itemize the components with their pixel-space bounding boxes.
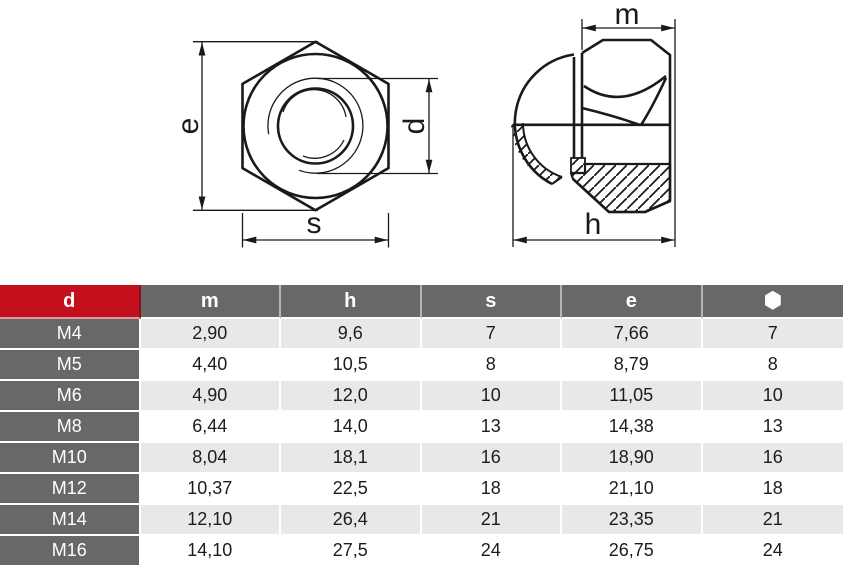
- cell-wrench: 18: [702, 474, 843, 505]
- cell-wrench: 10: [702, 381, 843, 412]
- dim-label-e: e: [172, 118, 205, 135]
- table-row: M6 4,90 12,0 10 11,05 10: [0, 381, 843, 412]
- dome-wall-end: [551, 176, 563, 185]
- cell-wrench: 7: [702, 319, 843, 350]
- facet-curve-right: [639, 77, 668, 126]
- countersink-arc-top: [282, 88, 347, 118]
- cell-thread-size: M10: [0, 443, 141, 474]
- hexagon-outline: [241, 40, 390, 212]
- countersink-arc-bottom: [302, 139, 345, 159]
- technical-drawing: e d s: [172, 0, 676, 248]
- dome-outer-arc: [513, 53, 575, 186]
- table-row: M10 8,04 18,1 16 18,90 16: [0, 443, 843, 474]
- dim-label-h: h: [585, 208, 602, 241]
- cell-wrench: 16: [702, 443, 843, 474]
- cell-e: 7,66: [562, 319, 703, 350]
- dim-e-lines: [193, 41, 318, 211]
- table-body: M4 2,90 9,6 7 7,66 7 M5 4,40 10,5 8 8,79…: [0, 319, 843, 565]
- cell-e: 11,05: [562, 381, 703, 412]
- cell-thread-size: M12: [0, 474, 141, 505]
- cell-m: 6,44: [140, 412, 281, 443]
- cell-wrench: 8: [702, 350, 843, 381]
- header-cell-d: d: [0, 285, 141, 319]
- dim-h-lines: [512, 126, 675, 247]
- header-cell-s: s: [421, 285, 562, 319]
- cell-h: 18,1: [281, 443, 422, 474]
- cell-e: 21,10: [562, 474, 703, 505]
- cell-thread-size: M14: [0, 505, 141, 536]
- cell-e: 8,79: [562, 350, 703, 381]
- table-row: M16 14,10 27,5 24 26,75 24: [0, 536, 843, 565]
- cell-m: 4,90: [140, 381, 281, 412]
- cell-h: 12,0: [281, 381, 422, 412]
- facet-curve-top: [583, 74, 667, 99]
- dim-d-lines: [317, 77, 438, 175]
- bore-circle: [276, 87, 355, 165]
- table-row: M12 10,37 22,5 18 21,10 18: [0, 474, 843, 505]
- cell-e: 26,75: [562, 536, 703, 565]
- cell-s: 10: [421, 381, 562, 412]
- dim-label-s: s: [307, 207, 322, 240]
- cell-s: 21: [421, 505, 562, 536]
- cell-h: 27,5: [281, 536, 422, 565]
- cell-s: 24: [421, 536, 562, 565]
- cell-h: 22,5: [281, 474, 422, 505]
- table-header-row: d m h s e: [0, 285, 843, 319]
- side-view: m h: [511, 0, 676, 247]
- cell-e: 23,35: [562, 505, 703, 536]
- header-cell-m: m: [140, 285, 281, 319]
- cell-e: 18,90: [562, 443, 703, 474]
- dim-s-lines: [241, 213, 390, 248]
- front-view: e d s: [172, 40, 438, 248]
- cell-s: 13: [421, 412, 562, 443]
- cell-e: 14,38: [562, 412, 703, 443]
- cell-m: 8,04: [140, 443, 281, 474]
- cell-s: 18: [421, 474, 562, 505]
- sleeve-lip-section: [570, 157, 586, 174]
- nut-body-section: [569, 162, 672, 214]
- thread-arc: [267, 77, 364, 174]
- sleeve-edges: [572, 53, 584, 158]
- table-row: M14 12,10 26,4 21 23,35 21: [0, 505, 843, 536]
- cell-thread-size: M6: [0, 381, 141, 412]
- cell-m: 10,37: [140, 474, 281, 505]
- cell-s: 8: [421, 350, 562, 381]
- cell-h: 10,5: [281, 350, 422, 381]
- dim-label-m: m: [615, 0, 640, 31]
- facet-curve-left: [581, 106, 641, 127]
- cell-wrench: 24: [702, 536, 843, 565]
- dome-inner-arc: [522, 122, 563, 178]
- header-cell-wrench: [702, 285, 843, 319]
- table-row: M5 4,40 10,5 8 8,79 8: [0, 350, 843, 381]
- table-row: M4 2,90 9,6 7 7,66 7: [0, 319, 843, 350]
- cell-wrench: 21: [702, 505, 843, 536]
- cell-thread-size: M4: [0, 319, 141, 350]
- dim-label-d: d: [398, 118, 431, 135]
- cell-m: 2,90: [140, 319, 281, 350]
- header-cell-h: h: [281, 285, 422, 319]
- header-cell-e: e: [562, 285, 703, 319]
- table-row: M8 6,44 14,0 13 14,38 13: [0, 412, 843, 443]
- dim-m-lines: [581, 19, 676, 247]
- dome-wall-hatch: [511, 123, 562, 184]
- cell-s: 7: [421, 319, 562, 350]
- cell-thread-size: M16: [0, 536, 141, 565]
- cell-m: 14,10: [140, 536, 281, 565]
- spec-table: d m h s e M4 2,90 9,6 7 7,66 7 M5 4,40 1…: [0, 285, 843, 565]
- cell-s: 16: [421, 443, 562, 474]
- cell-m: 12,10: [140, 505, 281, 536]
- cell-h: 26,4: [281, 505, 422, 536]
- cell-thread-size: M8: [0, 412, 141, 443]
- cell-thread-size: M5: [0, 350, 141, 381]
- cell-m: 4,40: [140, 350, 281, 381]
- hexagon-icon: [764, 290, 781, 310]
- chamfer-circle: [242, 52, 389, 200]
- cell-wrench: 13: [702, 412, 843, 443]
- cell-h: 9,6: [281, 319, 422, 350]
- cell-h: 14,0: [281, 412, 422, 443]
